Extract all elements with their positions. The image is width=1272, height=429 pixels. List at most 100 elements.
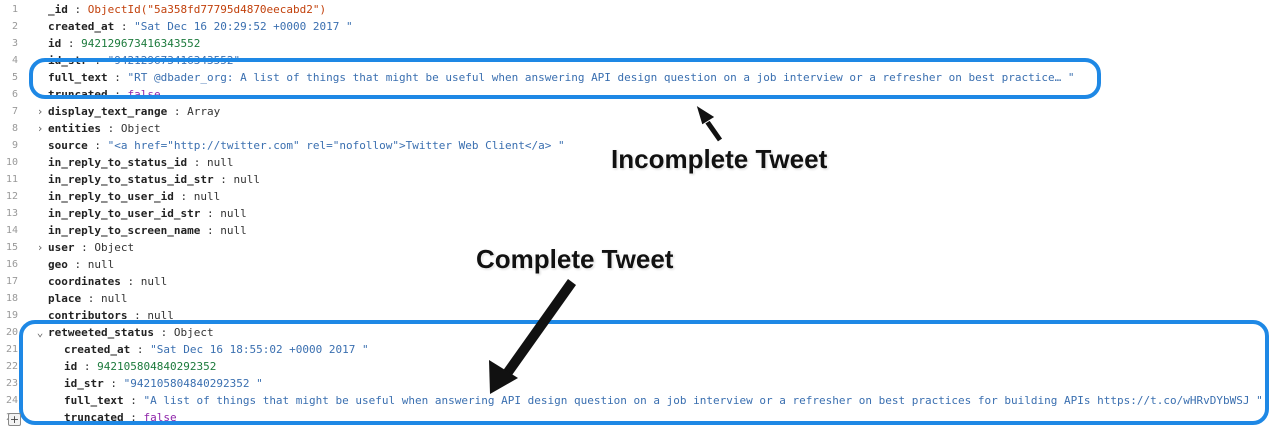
field-value[interactable]: null (206, 156, 234, 169)
field-value[interactable]: Array (187, 105, 221, 118)
field-key: in_reply_to_status_id_str (48, 173, 214, 186)
document-line[interactable]: 14 in_reply_to_screen_name : null (0, 222, 1272, 239)
field-separator: : (200, 224, 221, 237)
document-line[interactable]: 7 › display_text_range : Array (0, 103, 1272, 120)
document-line[interactable]: 16 geo : null (0, 256, 1272, 273)
expand-chevron-icon[interactable]: › (36, 241, 44, 254)
document-line[interactable]: 24 full_text : "A list of things that mig… (0, 392, 1272, 409)
document-line[interactable]: 22 id : 942105804840292352 (0, 358, 1272, 375)
field-value[interactable]: "A list of things that might be useful w… (143, 394, 1263, 407)
field-key: full_text (48, 71, 108, 84)
line-number: 12 (5, 191, 18, 202)
field-separator: : (187, 156, 207, 169)
document-line[interactable]: 20 ⌄ retweeted_status : Object (0, 324, 1272, 341)
field-key: _id (48, 3, 68, 16)
field-value[interactable]: null (87, 258, 115, 271)
field-key: user (48, 241, 75, 254)
field-key: in_reply_to_status_id (48, 156, 188, 169)
incomplete-tweet-highlight (29, 58, 1101, 99)
document-line[interactable]: 10 in_reply_to_status_id : null (0, 154, 1272, 171)
complete-tweet-highlight (19, 320, 1269, 425)
field-value[interactable]: "<a href="http://twitter.com" rel="nofol… (107, 139, 565, 152)
field-key: created_at (64, 343, 131, 356)
field-value[interactable]: "942105804840292352 " (123, 377, 263, 390)
line-number: 8 (11, 123, 18, 134)
field-separator: : (61, 37, 82, 50)
document-line[interactable]: 13 in_reply_to_user_id_str : null (0, 205, 1272, 222)
line-number: 18 (5, 293, 18, 304)
line-number: 19 (5, 310, 18, 321)
field-separator: : (114, 20, 135, 33)
document-line[interactable]: 3 id : 942129673416343552 (0, 35, 1272, 52)
line-number: 1 (11, 4, 18, 15)
field-key: truncated (64, 411, 124, 424)
field-value[interactable]: false (143, 411, 177, 424)
field-key: id (48, 37, 62, 50)
field-value[interactable]: 942105804840292352 (97, 360, 217, 373)
document-line[interactable]: 19 contributors : null (0, 307, 1272, 324)
line-number: 6 (11, 89, 18, 100)
line-number: 24 (5, 395, 18, 406)
field-separator: : (67, 3, 88, 16)
field-separator: : (120, 275, 141, 288)
document-line[interactable]: 12 in_reply_to_user_id : null (0, 188, 1272, 205)
document-line[interactable]: 11 in_reply_to_status_id_str : null (0, 171, 1272, 188)
field-key: retweeted_status (48, 326, 154, 339)
field-value[interactable]: "RT @dbader_org: A list of things that m… (127, 71, 1075, 84)
field-key: id_str (64, 377, 104, 390)
field-separator: : (107, 88, 128, 101)
field-value[interactable]: null (220, 207, 247, 220)
field-value[interactable]: Object (120, 122, 161, 135)
field-key: in_reply_to_screen_name (48, 224, 201, 237)
field-value[interactable]: null (233, 173, 260, 186)
field-value[interactable]: null (193, 190, 221, 203)
field-separator: : (77, 360, 98, 373)
field-separator: : (200, 207, 221, 220)
complete-tweet-label: Complete Tweet (476, 244, 674, 274)
document-line[interactable]: 15 › user : Object (0, 239, 1272, 256)
collapse-chevron-icon[interactable]: ⌄ (36, 326, 44, 339)
field-value[interactable]: null (140, 275, 168, 288)
field-separator: : (103, 377, 124, 390)
incomplete-arrow (695, 103, 723, 142)
field-value[interactable]: null (101, 292, 128, 305)
field-separator: : (100, 122, 121, 135)
field-separator: : (123, 411, 144, 424)
line-number: 7 (11, 106, 18, 117)
field-key: geo (48, 258, 68, 271)
document-line[interactable]: 1 _id : ObjectId("5a358fd77795d4870eecabd… (0, 1, 1272, 18)
field-separator: : (130, 343, 151, 356)
line-number: 3 (11, 38, 18, 49)
field-value[interactable]: Object (173, 326, 214, 339)
field-separator: : (153, 326, 174, 339)
field-value[interactable]: "Sat Dec 16 18:55:02 +0000 2017 " (150, 343, 369, 356)
document-line[interactable]: 18 place : null (0, 290, 1272, 307)
line-number: 11 (5, 174, 18, 185)
field-value[interactable]: Object (94, 241, 135, 254)
line-number: 9 (11, 140, 18, 151)
field-key: in_reply_to_user_id (48, 190, 174, 203)
field-value[interactable]: null (147, 309, 174, 322)
document-line[interactable]: 5 full_text : "RT @dbader_org: A list of … (0, 69, 1272, 86)
line-number: 22 (5, 361, 18, 372)
expand-chevron-icon[interactable]: › (36, 105, 44, 118)
document-line[interactable]: 17 coordinates : null (0, 273, 1272, 290)
field-value[interactable]: 942129673416343552 (81, 37, 201, 50)
document-line[interactable]: 21 created_at : "Sat Dec 16 18:55:02 +000… (0, 341, 1272, 358)
field-key: display_text_range (48, 105, 168, 118)
document-line[interactable]: 9 source : "<a href="http://twitter.com" … (0, 137, 1272, 154)
incomplete-tweet-label: Incomplete Tweet (611, 144, 828, 174)
document-line[interactable]: 2 created_at : "Sat Dec 16 20:29:52 +0000… (0, 18, 1272, 35)
line-number: 5 (11, 72, 18, 83)
field-separator: : (127, 309, 148, 322)
field-separator: : (107, 71, 128, 84)
field-value[interactable]: "Sat Dec 16 20:29:52 +0000 2017 " (134, 20, 353, 33)
field-value[interactable]: ObjectId("5a358fd77795d4870eecabd2") (87, 3, 327, 16)
document-line[interactable]: 23 id_str : "942105804840292352 " (0, 375, 1272, 392)
document-line[interactable]: 8 › entities : Object (0, 120, 1272, 137)
field-value[interactable]: null (220, 224, 247, 237)
expand-chevron-icon[interactable]: › (36, 122, 44, 135)
line-number: 16 (5, 259, 18, 270)
field-key: entities (48, 122, 101, 135)
add-field-button[interactable]: + (8, 413, 21, 426)
